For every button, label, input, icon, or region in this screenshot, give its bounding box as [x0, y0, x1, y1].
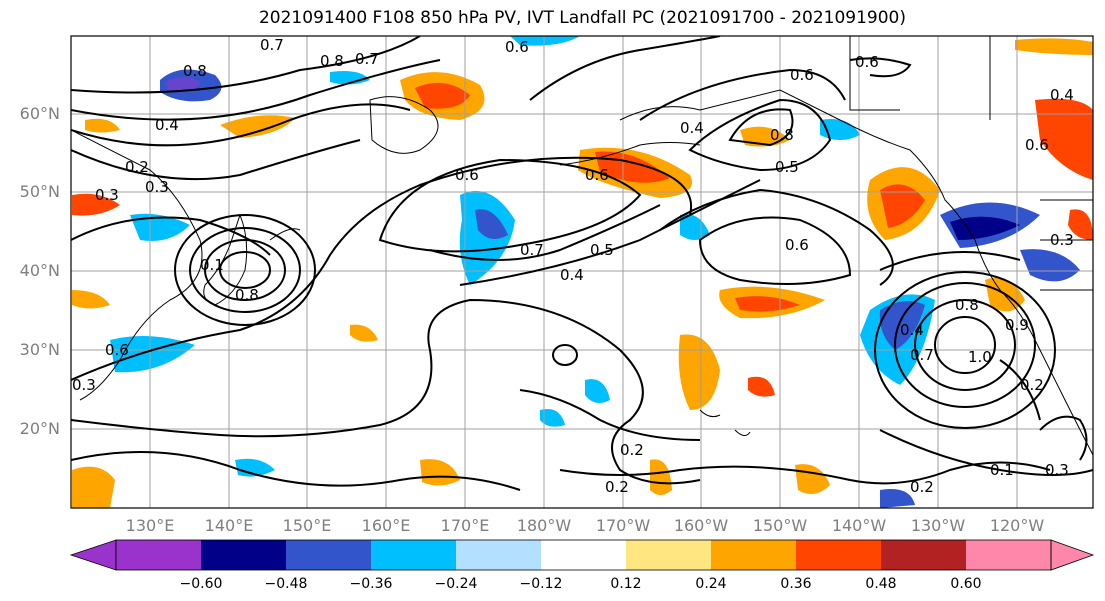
contour-label: 0.4 — [1050, 86, 1074, 104]
lon-label: 150°W — [752, 516, 808, 535]
contour-label: 0.6 — [585, 166, 609, 184]
contour-label: 0.1 — [990, 461, 1014, 479]
contour-label: 0.3 — [145, 178, 169, 196]
contour-label: 0.7 — [910, 346, 934, 364]
lon-label: 180°W — [516, 516, 572, 535]
colorbar-bin — [201, 540, 286, 570]
contour-label: 0.3 — [95, 186, 119, 204]
colorbar-tick: 0.12 — [610, 576, 642, 592]
lon-label: 150°E — [282, 516, 332, 535]
contour-label: 0.4 — [680, 119, 704, 137]
contour-label: 0.4 — [560, 266, 584, 284]
colorbar-bin — [116, 540, 201, 570]
colorbar-bin — [796, 540, 881, 570]
colorbar-extend-low — [69, 539, 117, 571]
colorbar-tick: 0.24 — [695, 576, 727, 592]
contour-label: 0.8 — [235, 286, 259, 304]
colorbar-bin — [371, 540, 456, 570]
colorbar-tick: 0.36 — [780, 576, 812, 592]
colorbar-extend-high — [1050, 539, 1095, 571]
lon-label: 130°W — [910, 516, 966, 535]
lat-label: 60°N — [19, 104, 60, 123]
contour-label: 0.6 — [785, 236, 809, 254]
contour-label: 0.4 — [900, 321, 924, 339]
contour-label: 0.8 — [955, 296, 979, 314]
contour-label: 0.6 — [790, 66, 814, 84]
contour-label: 0.2 — [1020, 376, 1044, 394]
colorbar-tick: −0.24 — [434, 576, 478, 592]
lat-label: 50°N — [19, 182, 60, 201]
contour-label: 0.5 — [590, 241, 614, 259]
contour-label: 0.5 — [775, 158, 799, 176]
contour-label: 0.6 — [505, 38, 529, 56]
contour-label: 0.6 — [455, 166, 479, 184]
contour-label: 0.2 — [910, 478, 934, 496]
colorbar-tick: −0.12 — [519, 576, 563, 592]
colorbar-bin — [626, 540, 711, 570]
lat-label: 20°N — [19, 419, 60, 438]
colorbar-bin — [541, 540, 626, 570]
contour-label: 0.9 — [1005, 316, 1029, 334]
colorbar-bin — [286, 540, 371, 570]
map-title: 2021091400 F108 850 hPa PV, IVT Landfall… — [258, 8, 906, 28]
colorbar-tick: 0.48 — [865, 576, 897, 592]
lon-label: 140°W — [831, 516, 887, 535]
lon-label: 170°E — [440, 516, 490, 535]
colorbar-bin — [456, 540, 541, 570]
contour-label: 0.7 — [355, 50, 379, 68]
contour-label: 0.6 — [855, 53, 879, 71]
contour-label: 0.3 — [1045, 461, 1069, 479]
contour-label: 0.8 — [770, 126, 794, 144]
contour-label: 0.7 — [520, 241, 544, 259]
contour-label: 0.7 — [260, 36, 284, 54]
colorbar-tick: 0.60 — [950, 576, 982, 592]
contour-label: 0.3 — [1050, 231, 1074, 249]
lon-label: 130°E — [125, 516, 175, 535]
colorbar-tick: −0.60 — [179, 576, 223, 592]
colorbar-tick: −0.48 — [264, 576, 308, 592]
colorbar-bin — [881, 540, 966, 570]
contour-label: 1.0 — [968, 348, 992, 366]
lon-label: 120°W — [989, 516, 1045, 535]
contour-label: 0.2 — [605, 478, 629, 496]
lat-label: 30°N — [19, 340, 60, 359]
contour-label: 0.6 — [1025, 136, 1049, 154]
colorbar-bin — [711, 540, 796, 570]
map-frame — [70, 35, 1094, 509]
contour-label: 0.6 — [105, 341, 129, 359]
contour-label: 0.3 — [72, 376, 96, 394]
colorbar-bin — [966, 540, 1051, 570]
colorbar — [69, 539, 1095, 571]
contour-label: 0.1 — [200, 256, 224, 274]
lon-label: 160°E — [361, 516, 411, 535]
contour-label: 0.8 — [183, 62, 207, 80]
lon-label: 140°E — [204, 516, 254, 535]
contour-labels: 0.7 0.8 0.7 0.6 0.8 0.4 0.3 0.2 0.6 0.4 … — [72, 36, 1074, 496]
contour-label: 0.8 — [320, 52, 344, 70]
colorbar-tick: −0.36 — [349, 576, 393, 592]
contour-label: 0.4 — [155, 116, 179, 134]
contour-label: 0.2 — [620, 441, 644, 459]
lat-label: 40°N — [19, 261, 60, 280]
contour-label: 0.2 — [125, 158, 149, 176]
contour-layer — [71, 36, 1093, 491]
lon-label: 170°W — [595, 516, 651, 535]
lon-label: 160°W — [673, 516, 729, 535]
shading-layer — [72, 36, 1093, 508]
